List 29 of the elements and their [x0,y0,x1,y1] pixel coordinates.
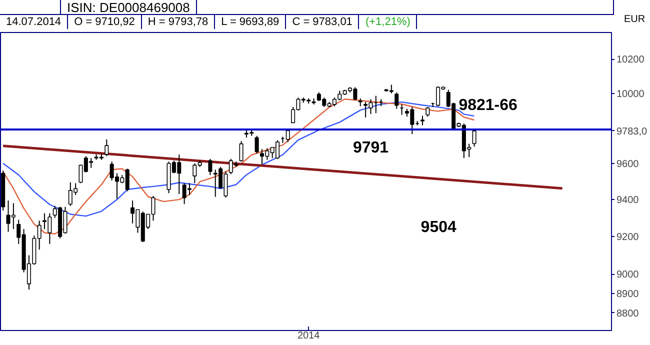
text: H = 9793,78 [142,15,216,29]
y-tick-label: 10000 [616,88,645,100]
candlestick [472,128,476,148]
y-tick-label: 9000 [616,270,640,281]
text: (+1,21%) [359,15,418,29]
candlestick [420,115,425,126]
y-axis-title: EUR [624,13,646,27]
candlestick [208,158,212,176]
text: 14.07.2014 [0,15,68,29]
candlestick [394,92,399,110]
text: L = 9693,89 [215,15,286,29]
y-tick-label: 10200 [616,54,645,66]
candlestick [104,138,109,157]
annotation: 9504 [420,219,456,236]
y-tick-label: 8800 [616,308,640,320]
text: O = 9710,92 [68,15,142,29]
y-tick-label: 9400 [616,195,640,206]
candlestick [254,135,259,154]
x-tick-label: 2014 [297,330,320,342]
y-tick-label: 9783,0 [616,126,648,138]
y-tick-label: 9600 [616,158,640,170]
annotation: 9821-66 [458,97,518,114]
chart-title: ISIN: DE0008469008 [60,0,197,15]
annotation: 9791 [352,140,389,157]
y-tick-label: 8900 [616,288,640,300]
candlestick [426,106,430,118]
y-tick-label: 9200 [616,232,640,243]
candlestick [239,140,244,162]
text: C = 9783,01 [286,15,360,29]
